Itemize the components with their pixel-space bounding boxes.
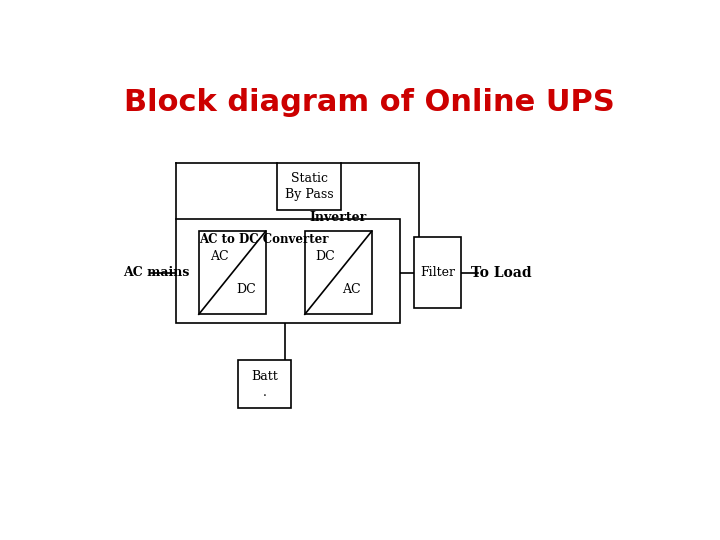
Bar xyxy=(413,238,461,308)
Text: AC: AC xyxy=(343,283,361,296)
Text: Filter: Filter xyxy=(420,266,455,279)
Text: AC mains: AC mains xyxy=(124,266,190,279)
Text: To Load: To Load xyxy=(471,266,531,280)
Text: By Pass: By Pass xyxy=(284,188,333,201)
Text: .: . xyxy=(262,386,266,399)
Text: DC: DC xyxy=(315,249,335,262)
Text: DC: DC xyxy=(236,283,256,296)
Text: Inverter: Inverter xyxy=(310,212,367,225)
Bar xyxy=(176,219,400,322)
Bar xyxy=(238,360,291,408)
Bar xyxy=(305,231,372,314)
Text: Batt: Batt xyxy=(251,370,278,383)
Text: Static: Static xyxy=(290,172,328,185)
Text: Block diagram of Online UPS: Block diagram of Online UPS xyxy=(124,87,614,117)
Text: AC to DC Converter: AC to DC Converter xyxy=(199,233,328,246)
Bar xyxy=(199,231,266,314)
Text: AC: AC xyxy=(210,249,228,262)
Bar xyxy=(277,163,341,210)
